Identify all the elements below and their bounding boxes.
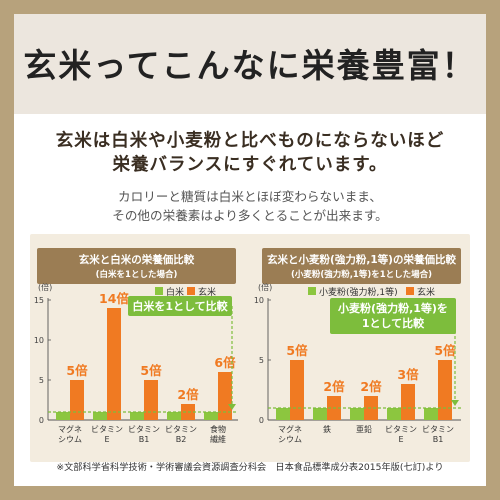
chart-1-category-label: 鉄 [323,424,331,434]
chart-0-legend-label-base: 白米 [166,286,184,298]
chart-0-bar-brown-rice [107,308,121,420]
chart-1-category-label: マグネ [278,424,302,434]
chart-0-callout-arrow [228,404,236,410]
note-line-1: カロリーと糖質は白米とほぼ変わらないまま、 [118,189,382,204]
chart-0-ylabel: (倍) [38,282,52,292]
chart-0-bar-base [204,412,218,420]
chart-1-category-label: ビタミン [422,425,454,434]
chart-1-legend-swatch-brown-rice [406,287,414,295]
chart-1-ytick-label: 0 [259,416,264,425]
chart-1-ylabel: (倍) [258,282,272,292]
chart-0-category-label: ビタミン [165,425,197,434]
chart-0-value-label: 2倍 [177,387,199,402]
chart-1-title-box [262,248,461,284]
chart-1-title: 玄米と小麦粉(強力粉,1等)の栄養価比較 [267,253,456,266]
chart-1-category-label: ビタミン [385,425,417,434]
chart-0-legend-label-brown-rice: 玄米 [198,286,216,298]
chart-0-bar-brown-rice [144,380,158,420]
subheadline-line-2: 栄養バランスにすぐれています。 [112,155,388,175]
chart-1-legend-label-base: 小麦粉(強力粉,1等) [319,286,398,298]
chart-0-title: 玄米と白米の栄養価比較 [79,253,195,266]
chart-0-bar-base [130,412,144,420]
chart-0-category-label: 繊維 [210,434,226,444]
chart-0-bar-brown-rice [218,372,232,420]
chart-0-bar-brown-rice [70,380,84,420]
chart-0-value-label: 5倍 [140,363,162,378]
chart-1-bar-brown-rice [401,384,415,420]
chart-0-ytick-label: 15 [34,296,44,305]
chart-0-legend-swatch-brown-rice [187,287,195,295]
headline-band: 玄米ってこんなに栄養豊富！ [14,14,486,114]
chart-0-ytick-label: 5 [39,376,44,385]
chart-0-category-label: ビタミン [128,425,160,434]
chart-1-bar-base [313,408,327,420]
chart-1-callout-arrow [451,400,459,406]
chart-0-bar-base [93,412,107,420]
chart-0-value-label: 14倍 [99,291,129,306]
chart-1-ytick-label: 10 [254,296,264,305]
chart-1-category-label: シウム [278,435,302,444]
chart-0-category-label: 食物 [210,424,226,434]
chart-0-callout-text: 白米を1として比較 [132,299,228,313]
chart-1-value-label: 5倍 [434,343,456,358]
chart-0-category-label: ビタミン [91,425,123,434]
note-line-2: その他の栄養素はより多くとることが出来ます。 [112,208,388,223]
chart-1-legend-swatch-base [308,287,316,295]
chart-1-category-label: B1 [433,435,444,444]
chart-1-value-label: 2倍 [323,379,345,394]
chart-0-subtitle: (白米を1とした場合) [96,269,178,280]
chart-1-ytick-label: 5 [259,356,264,365]
headline: 玄米ってこんなに栄養豊富！ [23,46,477,85]
chart-1-category-label: 亜鉛 [356,424,372,434]
chart-1-value-label: 2倍 [360,379,382,394]
chart-0-category-label: マグネ [58,424,82,434]
chart-0-category-label: B1 [139,435,150,444]
chart-0-legend-swatch-base [155,287,163,295]
chart-1-value-label: 5倍 [286,343,308,358]
chart-0-value-label: 6倍 [214,355,236,370]
chart-1-value-label: 3倍 [397,367,419,382]
chart-1-callout-text: 1として比較 [362,316,425,330]
chart-1-bar-base [350,408,364,420]
chart-0-category-label: B2 [176,435,187,444]
chart-1-bar-base [387,408,401,420]
chart-1-callout-box [330,298,456,334]
chart-0-ytick-label: 0 [39,416,44,425]
chart-0-callout-box [128,296,232,316]
chart-1-bar-base [276,408,290,420]
chart-0-bar-base [167,412,181,420]
chart-0-category-label: シウム [58,435,82,444]
chart-1-category-label: E [398,435,403,444]
chart-0-bar-base [56,412,70,420]
chart-1-callout-text: 小麦粉(強力粉,1等)を [337,301,448,315]
chart-1-bar-brown-rice [290,360,304,420]
chart-1-bar-brown-rice [438,360,452,420]
chart-1-legend-label-brown-rice: 玄米 [417,286,435,298]
chart-0-category-label: E [104,435,109,444]
chart-0-value-label: 5倍 [66,363,88,378]
chart-1-subtitle: (小麦粉(強力粉,1等)を1とした場合) [291,269,432,280]
chart-0-ytick-label: 10 [34,336,44,345]
chart-0-title-box [37,248,236,284]
source-footer: ※文部科学省科学技術・学術審議会資源調査分科会 日本食品標準成分表2015年版(… [56,462,444,473]
chart-1-bar-base [424,408,438,420]
subheadline-line-1: 玄米は白米や小麦粉と比べものにならないほど [55,131,445,151]
